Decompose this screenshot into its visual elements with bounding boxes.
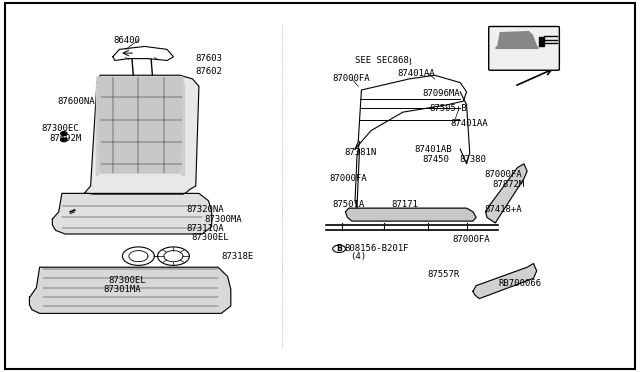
Text: 87318E: 87318E — [221, 251, 253, 261]
Text: 87602: 87602 — [196, 67, 223, 76]
Text: 87300EL: 87300EL — [191, 233, 229, 242]
Polygon shape — [97, 77, 183, 173]
Text: 87501A: 87501A — [333, 200, 365, 209]
Text: SEE SEC868: SEE SEC868 — [358, 58, 412, 67]
Text: 87171: 87171 — [392, 200, 419, 209]
FancyBboxPatch shape — [489, 26, 559, 70]
Text: B: B — [336, 244, 342, 253]
Text: 87300EL: 87300EL — [108, 276, 146, 285]
Text: 87381N: 87381N — [344, 148, 376, 157]
Text: 87096MA: 87096MA — [422, 89, 460, 98]
Text: 87380: 87380 — [459, 155, 486, 164]
Polygon shape — [52, 193, 212, 234]
Text: 87320NA: 87320NA — [186, 205, 224, 215]
Text: 87401AB: 87401AB — [414, 145, 452, 154]
Text: 87505+B: 87505+B — [429, 104, 467, 113]
Text: 87300EC: 87300EC — [41, 124, 79, 133]
Text: 87450: 87450 — [422, 155, 449, 164]
Text: 87301MA: 87301MA — [103, 285, 141, 294]
Text: B08156-B201F: B08156-B201F — [344, 244, 409, 253]
Text: 87557R: 87557R — [427, 270, 460, 279]
Polygon shape — [495, 32, 539, 48]
Polygon shape — [486, 164, 527, 223]
Polygon shape — [539, 37, 544, 46]
Text: 87401AA: 87401AA — [397, 69, 435, 78]
Polygon shape — [473, 263, 537, 299]
Circle shape — [61, 138, 67, 142]
Text: 87311QA: 87311QA — [186, 224, 224, 233]
Text: 87401AA: 87401AA — [451, 119, 488, 128]
Text: 87692M: 87692M — [49, 134, 81, 142]
Polygon shape — [96, 83, 99, 175]
Text: 87872M: 87872M — [492, 180, 524, 189]
Text: 87600NA: 87600NA — [58, 97, 95, 106]
Circle shape — [61, 132, 67, 135]
Text: RB700066: RB700066 — [499, 279, 541, 288]
Text: 87418+A: 87418+A — [484, 205, 522, 215]
Text: 86400: 86400 — [113, 36, 140, 45]
Text: 87300MA: 87300MA — [204, 215, 242, 224]
Text: 87000FA: 87000FA — [452, 235, 490, 244]
Text: 87603: 87603 — [196, 54, 223, 63]
Text: 87000FA: 87000FA — [484, 170, 522, 179]
Text: 87000FA: 87000FA — [333, 74, 371, 83]
Polygon shape — [181, 83, 184, 175]
Circle shape — [333, 245, 346, 253]
Text: SEE SEC868: SEE SEC868 — [355, 56, 409, 65]
Text: (4): (4) — [351, 252, 367, 262]
Polygon shape — [29, 267, 231, 313]
Polygon shape — [346, 208, 476, 221]
Text: 87000FA: 87000FA — [330, 174, 367, 183]
Polygon shape — [84, 75, 199, 194]
